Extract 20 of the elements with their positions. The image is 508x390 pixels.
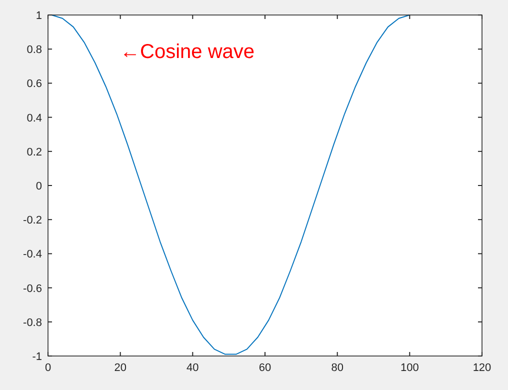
y-tick-label: 0.2 xyxy=(26,146,42,158)
x-tick-label: 20 xyxy=(114,362,126,374)
annotation: ←Cosine wave xyxy=(120,41,255,63)
y-tick-label: -0.2 xyxy=(23,214,42,227)
x-tick-label: 40 xyxy=(186,362,199,374)
x-tick-label: 60 xyxy=(258,362,272,374)
x-tick-label: 80 xyxy=(331,362,344,374)
y-tick-label: -0.4 xyxy=(23,248,42,261)
x-tick-label: 100 xyxy=(400,362,419,374)
y-tick-label: 0.4 xyxy=(26,112,42,124)
y-tick-label: -1 xyxy=(32,351,42,363)
x-tick-label: 120 xyxy=(472,362,492,374)
y-tick-label: 1 xyxy=(36,10,42,22)
line-series xyxy=(51,14,410,355)
x-tick-label: 0 xyxy=(44,362,52,374)
y-tick-label: 0.6 xyxy=(26,78,42,90)
y-tick-label: -0.8 xyxy=(23,316,42,329)
y-tick-label: 0.8 xyxy=(26,44,42,56)
y-tick-label: 0 xyxy=(36,180,42,192)
y-tick-label: -0.6 xyxy=(23,282,42,295)
